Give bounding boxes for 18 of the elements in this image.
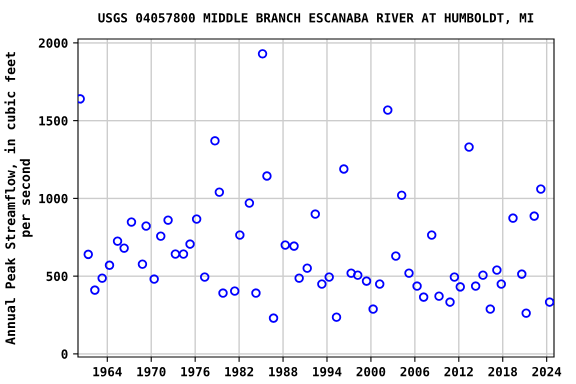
x-tick-label: 1994 — [313, 367, 342, 376]
chart-title: USGS 04057800 MIDDLE BRANCH ESCANABA RIVER AT HUMBOLDT, MI — [98, 13, 534, 24]
x-tick-label: 2000 — [356, 366, 386, 376]
y-tick-label: 1000 — [39, 194, 68, 204]
x-tick-label: 2024 — [532, 366, 562, 376]
y-tick-label: 1500 — [39, 116, 68, 126]
x-tick-label: 2018 — [488, 366, 518, 376]
x-tick-label: 1970 — [137, 366, 166, 376]
x-tick-label: 1982 — [225, 366, 254, 376]
y-tick-label: 0 — [62, 349, 68, 359]
x-tick-label: 1988 — [269, 366, 298, 376]
y-tick-label: 500 — [46, 272, 68, 282]
x-tick-label: 2012 — [444, 366, 473, 376]
x-tick-label: 2006 — [400, 366, 430, 376]
y-tick-label: 2000 — [38, 38, 68, 48]
x-tick-label: 1976 — [181, 366, 210, 376]
y-axis-title: Annual Peak Streamflow, in cubic feet per second — [4, 52, 33, 345]
x-tick-label: 1964 — [93, 366, 122, 376]
